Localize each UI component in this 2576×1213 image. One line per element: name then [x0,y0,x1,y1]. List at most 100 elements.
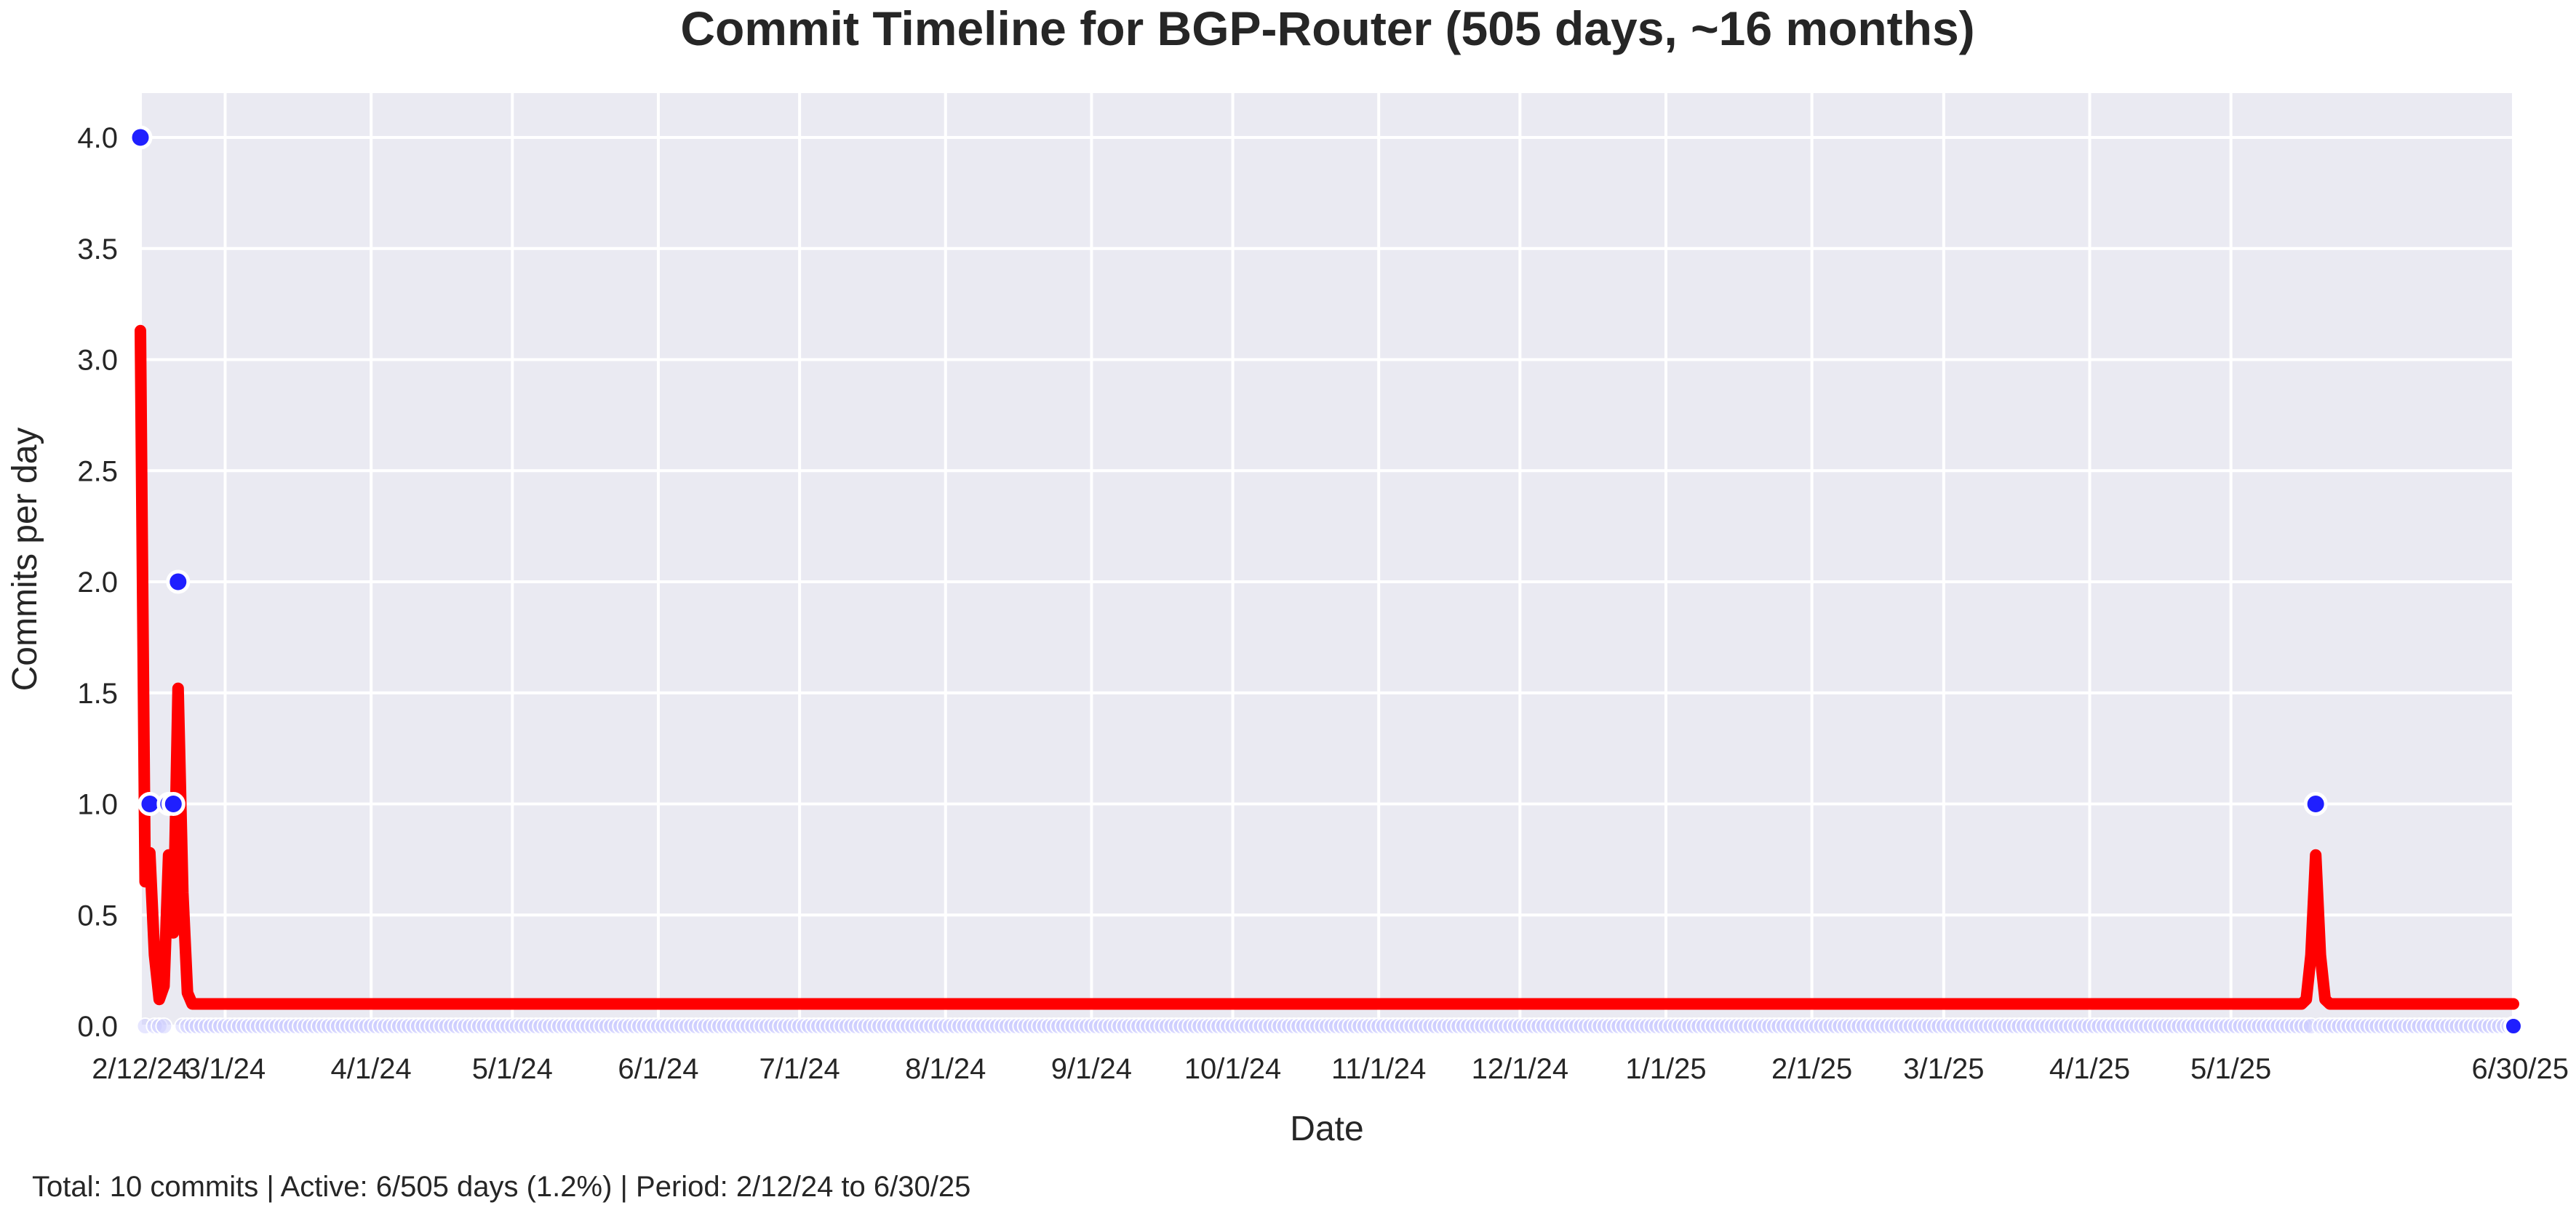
zero-commit-point [2090,1017,2108,1035]
zero-commit-point [216,1017,234,1035]
zero-commit-point [824,1017,842,1035]
zero-commit-point [2217,1017,2236,1035]
zero-commit-point [2260,1017,2278,1035]
commit-point [166,569,191,594]
zero-commit-point [1582,1017,1600,1035]
zero-commit-point [1370,1017,1388,1035]
zero-commit-point [757,1017,775,1035]
zero-commit-point [1723,1017,1741,1035]
zero-commit-point [1991,1017,2009,1035]
zero-commit-point [2377,1017,2396,1035]
zero-commit-point [1987,1017,2005,1035]
commit-point [161,792,186,816]
x-tick-label: 6/1/24 [618,1053,698,1085]
zero-commit-point [324,1017,343,1035]
zero-commit-point [2212,1017,2230,1035]
zero-commit-point [1751,1017,1769,1035]
zero-commit-point [1728,1017,1746,1035]
y-tick-label: 0.5 [77,900,118,932]
zero-commit-point [230,1017,248,1035]
zero-commit-point [898,1017,917,1035]
zero-commit-point [343,1017,362,1035]
zero-commit-point [1774,1017,1793,1035]
zero-commit-point [428,1017,446,1035]
zero-commit-point [2302,1017,2320,1035]
zero-commit-point [1812,1017,1830,1035]
zero-commit-point [1266,1017,1284,1035]
zero-commit-point [965,1017,983,1035]
zero-commit-point [1558,1017,1576,1035]
zero-commit-point [1902,1017,1920,1035]
zero-commit-point [1002,1017,1021,1035]
zero-commit-point [1341,1017,1360,1035]
zero-commit-point [1229,1017,1247,1035]
zero-commit-point [1064,1017,1082,1035]
zero-commit-point [2335,1017,2353,1035]
zero-commit-point [1139,1017,1157,1035]
zero-commit-point [268,1017,286,1035]
zero-commit-point [212,1017,230,1035]
zero-commit-point [2316,1017,2334,1035]
zero-commit-point [136,1017,154,1035]
zero-commit-point [805,1017,823,1035]
zero-commit-point [1379,1017,1397,1035]
zero-commit-point [1572,1017,1590,1035]
zero-commit-point [748,1017,766,1035]
zero-commit-point [471,1017,488,1035]
x-tick-label: 2/1/25 [1771,1053,1852,1085]
zero-commit-point [2349,1017,2367,1035]
zero-commit-point [1054,1017,1072,1035]
zero-commit-point [984,1017,1002,1035]
zero-commit-point [856,1017,874,1035]
zero-commit-point [1243,1017,1261,1035]
zero-commit-point [1610,1017,1628,1035]
zero-commit-point [2156,1017,2174,1035]
trend-line [135,324,2519,1010]
zero-commit-point [319,1017,338,1035]
zero-commit-point [626,1017,644,1035]
zero-commit-point [485,1017,503,1035]
plot-area [140,93,2513,1025]
zero-commit-point [1755,1017,1774,1035]
zero-commit-point [1869,1017,1887,1035]
zero-commit-point [1271,1017,1289,1035]
zero-commit-point [1718,1017,1736,1035]
zero-commit-point [1704,1017,1722,1035]
zero-commit-point [2180,1017,2198,1035]
zero-commit-point [1440,1017,1459,1035]
zero-commit-point [2443,1017,2461,1035]
x-tick-label: 8/1/24 [905,1053,986,1085]
zero-commit-point [2203,1017,2221,1035]
zero-commit-point [1897,1017,1915,1035]
zero-commit-point [1784,1017,1802,1035]
zero-commit-point [174,1017,192,1035]
zero-commit-point [1237,1017,1256,1035]
zero-commit-point [979,1017,997,1035]
zero-commit-point [738,1017,757,1035]
zero-commit-point [988,1017,1006,1035]
zero-commit-point [466,1017,484,1035]
zero-commit-point [1323,1017,1341,1035]
zero-commit-point [1873,1017,1891,1035]
zero-commit-point [1742,1017,1760,1035]
zero-commit-point [932,1017,950,1035]
zero-commit-point [207,1017,225,1035]
zero-commit-point [1294,1017,1312,1035]
zero-commit-point [1332,1017,1350,1035]
zero-commit-point [913,1017,931,1035]
zero-commit-point [239,1017,258,1035]
zero-commit-point [155,1017,173,1035]
zero-commit-point [1346,1017,1364,1035]
zero-commit-point [183,1017,202,1035]
zero-commit-point [837,1017,856,1035]
y-tick-label: 4.0 [77,122,118,154]
zero-commit-point [1256,1017,1275,1035]
zero-commit-point [1252,1017,1270,1035]
zero-commit-point [546,1017,564,1035]
zero-commit-point [1050,1017,1068,1035]
zero-commit-point [2062,1017,2080,1035]
zero-commit-point [1205,1017,1223,1035]
zero-commit-point [833,1017,851,1035]
zero-commit-point [1096,1017,1114,1035]
trend-line-layer [135,324,2519,1010]
